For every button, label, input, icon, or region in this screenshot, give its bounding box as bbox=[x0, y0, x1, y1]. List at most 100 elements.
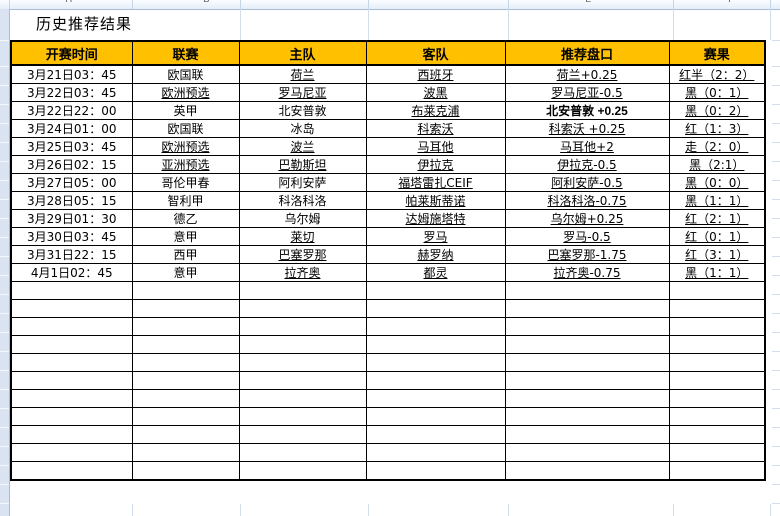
cell-result[interactable]: 黑（1：1） bbox=[668, 191, 766, 210]
empty-cell[interactable] bbox=[365, 389, 506, 408]
empty-cell[interactable] bbox=[365, 461, 506, 481]
cell-home[interactable]: 乌尔姆 bbox=[238, 209, 367, 228]
cell-result[interactable]: 红（2：1） bbox=[668, 209, 766, 228]
cell-league[interactable]: 意甲 bbox=[131, 263, 240, 282]
empty-cell[interactable] bbox=[365, 335, 506, 354]
empty-cell[interactable] bbox=[131, 299, 240, 318]
empty-cell[interactable] bbox=[668, 461, 766, 481]
empty-cell[interactable] bbox=[504, 407, 670, 426]
cell-handicap[interactable]: 阿利安萨-0.5 bbox=[504, 173, 670, 192]
empty-cell[interactable] bbox=[504, 317, 670, 336]
empty-cell[interactable] bbox=[668, 443, 766, 462]
column-header[interactable]: 客队 bbox=[365, 40, 506, 66]
empty-cell[interactable] bbox=[504, 443, 670, 462]
cell-away[interactable]: 帕莱斯蒂诺 bbox=[365, 191, 506, 210]
cell-handicap[interactable]: 伊拉克-0.5 bbox=[504, 155, 670, 174]
cell-home[interactable]: 巴勒斯坦 bbox=[238, 155, 367, 174]
cell-result[interactable]: 黑（0：1） bbox=[668, 83, 766, 102]
cell-result[interactable]: 红（1：3） bbox=[668, 119, 766, 138]
cell-league[interactable]: 欧国联 bbox=[131, 64, 240, 84]
cell-away[interactable]: 西班牙 bbox=[365, 64, 506, 84]
cell-home[interactable]: 冰岛 bbox=[238, 119, 367, 138]
cell-away[interactable]: 布莱克浦 bbox=[365, 101, 506, 120]
empty-cell[interactable] bbox=[238, 425, 367, 444]
cell-handicap[interactable]: 北安普敦 +0.25 bbox=[504, 101, 670, 120]
cell-away[interactable]: 赫罗纳 bbox=[365, 245, 506, 264]
empty-cell[interactable] bbox=[238, 299, 367, 318]
empty-cell[interactable] bbox=[131, 317, 240, 336]
cell-league[interactable]: 欧国联 bbox=[131, 119, 240, 138]
column-header[interactable]: 赛果 bbox=[668, 40, 766, 66]
empty-cell[interactable] bbox=[365, 407, 506, 426]
cell-handicap[interactable]: 荷兰+0.25 bbox=[504, 64, 670, 84]
empty-cell[interactable] bbox=[238, 443, 367, 462]
cell-league[interactable]: 哥伦甲春 bbox=[131, 173, 240, 192]
column-header[interactable]: 联赛 bbox=[131, 40, 240, 66]
cell-away[interactable]: 罗马 bbox=[365, 227, 506, 246]
cell-result[interactable]: 走（2：0） bbox=[668, 137, 766, 156]
cell-handicap[interactable]: 马耳他+2 bbox=[504, 137, 670, 156]
cell-result[interactable]: 红半（2：2） bbox=[668, 64, 766, 84]
cell-time[interactable]: 3月22日03：45 bbox=[10, 83, 133, 102]
cell-result[interactable]: 黑（0：2） bbox=[668, 101, 766, 120]
empty-cell[interactable] bbox=[10, 389, 133, 408]
column-header[interactable]: 主队 bbox=[238, 40, 367, 66]
cell-home[interactable]: 科洛科洛 bbox=[238, 191, 367, 210]
cell-league[interactable]: 意甲 bbox=[131, 227, 240, 246]
empty-cell[interactable] bbox=[365, 281, 506, 300]
empty-cell[interactable] bbox=[131, 281, 240, 300]
cell-time[interactable]: 3月29日01：30 bbox=[10, 209, 133, 228]
empty-cell[interactable] bbox=[365, 425, 506, 444]
cell-away[interactable]: 波黑 bbox=[365, 83, 506, 102]
empty-cell[interactable] bbox=[238, 281, 367, 300]
cell-time[interactable]: 3月22日22：00 bbox=[10, 101, 133, 120]
empty-cell[interactable] bbox=[10, 407, 133, 426]
cell-result[interactable]: 黑（2:1） bbox=[668, 155, 766, 174]
cell-time[interactable]: 3月24日01：00 bbox=[10, 119, 133, 138]
cell-time[interactable]: 3月31日22：15 bbox=[10, 245, 133, 264]
empty-cell[interactable] bbox=[10, 353, 133, 372]
empty-cell[interactable] bbox=[10, 317, 133, 336]
cell-home[interactable]: 波兰 bbox=[238, 137, 367, 156]
empty-cell[interactable] bbox=[668, 299, 766, 318]
cell-home[interactable]: 阿利安萨 bbox=[238, 173, 367, 192]
cell-away[interactable]: 都灵 bbox=[365, 263, 506, 282]
cell-time[interactable]: 3月28日05：15 bbox=[10, 191, 133, 210]
empty-cell[interactable] bbox=[10, 281, 133, 300]
empty-cell[interactable] bbox=[238, 371, 367, 390]
cell-result[interactable]: 红（0：1） bbox=[668, 227, 766, 246]
empty-cell[interactable] bbox=[131, 425, 240, 444]
empty-cell[interactable] bbox=[504, 353, 670, 372]
cell-result[interactable]: 黑（0：0） bbox=[668, 173, 766, 192]
empty-cell[interactable] bbox=[10, 335, 133, 354]
cell-home[interactable]: 罗马尼亚 bbox=[238, 83, 367, 102]
cell-result[interactable]: 黑（1：1） bbox=[668, 263, 766, 282]
empty-cell[interactable] bbox=[668, 425, 766, 444]
empty-cell[interactable] bbox=[238, 389, 367, 408]
cell-handicap[interactable]: 罗马尼亚-0.5 bbox=[504, 83, 670, 102]
cell-time[interactable]: 3月25日03：45 bbox=[10, 137, 133, 156]
empty-cell[interactable] bbox=[504, 371, 670, 390]
empty-cell[interactable] bbox=[238, 335, 367, 354]
cell-home[interactable]: 拉齐奥 bbox=[238, 263, 367, 282]
empty-cell[interactable] bbox=[668, 371, 766, 390]
column-header[interactable]: 开赛时间 bbox=[10, 40, 133, 66]
empty-cell[interactable] bbox=[10, 461, 133, 481]
empty-cell[interactable] bbox=[10, 371, 133, 390]
cell-home[interactable]: 莱切 bbox=[238, 227, 367, 246]
empty-cell[interactable] bbox=[504, 425, 670, 444]
empty-cell[interactable] bbox=[238, 353, 367, 372]
cell-time[interactable]: 3月30日03：45 bbox=[10, 227, 133, 246]
empty-cell[interactable] bbox=[668, 407, 766, 426]
cell-away[interactable]: 福塔雷扎CEIF bbox=[365, 173, 506, 192]
cell-home[interactable]: 荷兰 bbox=[238, 64, 367, 84]
cell-time[interactable]: 3月27日05：00 bbox=[10, 173, 133, 192]
cell-handicap[interactable]: 乌尔姆+0.25 bbox=[504, 209, 670, 228]
cell-league[interactable]: 欧洲预选 bbox=[131, 83, 240, 102]
empty-cell[interactable] bbox=[131, 353, 240, 372]
cell-result[interactable]: 红（3：1） bbox=[668, 245, 766, 264]
empty-cell[interactable] bbox=[365, 371, 506, 390]
empty-cell[interactable] bbox=[131, 443, 240, 462]
cell-handicap[interactable]: 科洛科洛-0.75 bbox=[504, 191, 670, 210]
cell-league[interactable]: 德乙 bbox=[131, 209, 240, 228]
